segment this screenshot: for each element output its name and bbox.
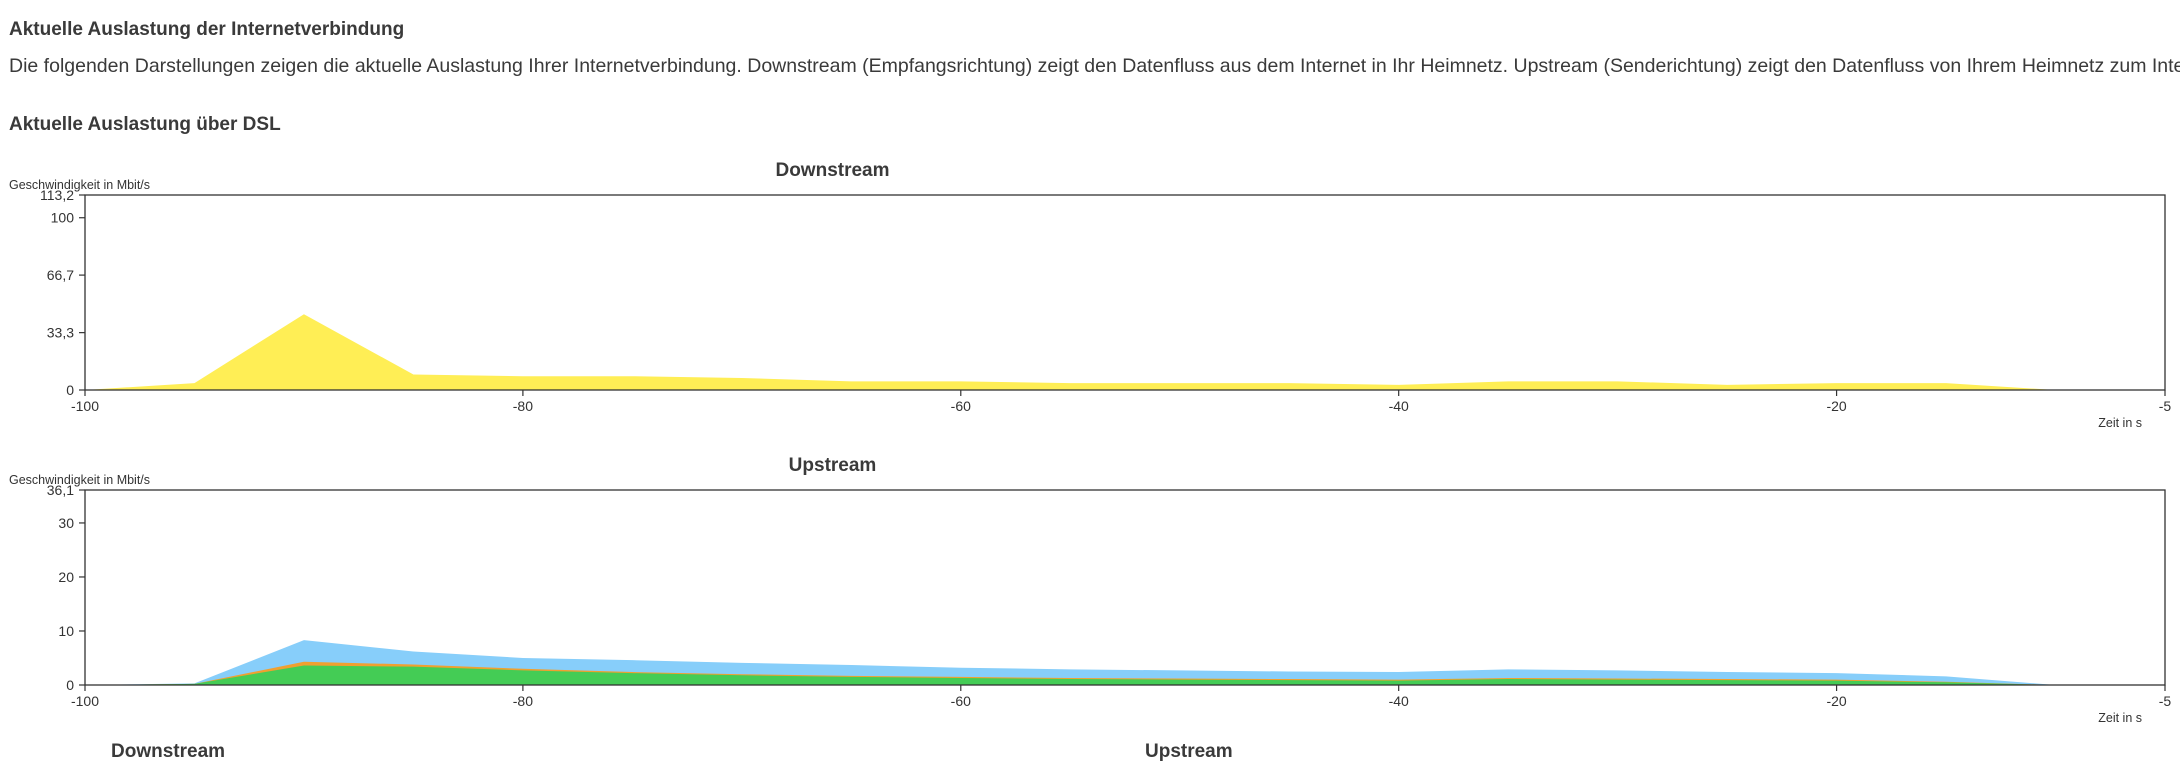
upstream-x-tick-label: -60: [951, 693, 971, 709]
upstream-x-axis-label: Zeit in s: [2098, 711, 2142, 725]
downstream-x-tick-label: -5: [2159, 398, 2172, 414]
upstream-y-tick-label: 30: [58, 515, 74, 531]
upstream-y-tick-label: 36,1: [47, 482, 74, 498]
upstream-chart-title: Upstream: [789, 455, 877, 476]
downstream-y-tick-label: 100: [51, 210, 75, 226]
downstream-x-tick-label: -20: [1826, 398, 1846, 414]
downstream-x-tick-label: -60: [951, 398, 971, 414]
upstream-y-axis-label: Geschwindigkeit in Mbit/s: [9, 473, 150, 487]
downstream-chart: Downstream Geschwindigkeit in Mbit/s 0 33,3…: [0, 152, 2180, 432]
upstream-chart: Upstream Geschwindigkeit in Mbit/s 0 10 20 30…: [0, 447, 2180, 727]
upstream-y-tick-label: 0: [66, 677, 74, 693]
upstream-x-tick-label: -40: [1389, 693, 1409, 709]
legend-upstream-label: Upstream: [1145, 741, 1233, 762]
upstream-x-tick-label: -100: [71, 693, 99, 709]
upstream-plot-frame: [84, 489, 2166, 686]
upstream-x-tick-label: -20: [1826, 693, 1846, 709]
upstream-y-tick-label: 20: [58, 569, 74, 585]
upstream-x-tick-label: -5: [2159, 693, 2172, 709]
downstream-y-tick-label: 66,7: [47, 267, 74, 283]
downstream-y-tick-label: 0: [66, 382, 74, 398]
upstream-y-tick-label: 10: [58, 623, 74, 639]
intro-text: Die folgenden Darstellungen zeigen die a…: [9, 55, 2180, 77]
upstream-x-tick-label: -80: [513, 693, 533, 709]
downstream-plot-frame: [84, 194, 2166, 391]
downstream-y-tick-label: 33,3: [47, 325, 74, 341]
downstream-x-axis-label: Zeit in s: [2098, 416, 2142, 430]
downstream-series-area-0: [85, 314, 2165, 390]
downstream-x-tick-label: -80: [513, 398, 533, 414]
downstream-x-tick-label: -40: [1389, 398, 1409, 414]
downstream-chart-svg: Downstream Geschwindigkeit in Mbit/s 0 33,3…: [9, 160, 2172, 430]
page-title: Aktuelle Auslastung der Internetverbindu…: [9, 19, 405, 40]
downstream-y-axis-label: Geschwindigkeit in Mbit/s: [9, 178, 150, 192]
dsl-section-title: Aktuelle Auslastung über DSL: [9, 114, 281, 135]
downstream-y-tick-label: 113,2: [40, 187, 74, 203]
downstream-chart-title: Downstream: [775, 160, 889, 181]
upstream-series-area-2: [85, 665, 2165, 685]
legend-downstream-label: Downstream: [111, 741, 226, 762]
upstream-chart-svg: Upstream Geschwindigkeit in Mbit/s 0 10 20 30…: [9, 455, 2172, 725]
downstream-x-tick-label: -100: [71, 398, 99, 414]
